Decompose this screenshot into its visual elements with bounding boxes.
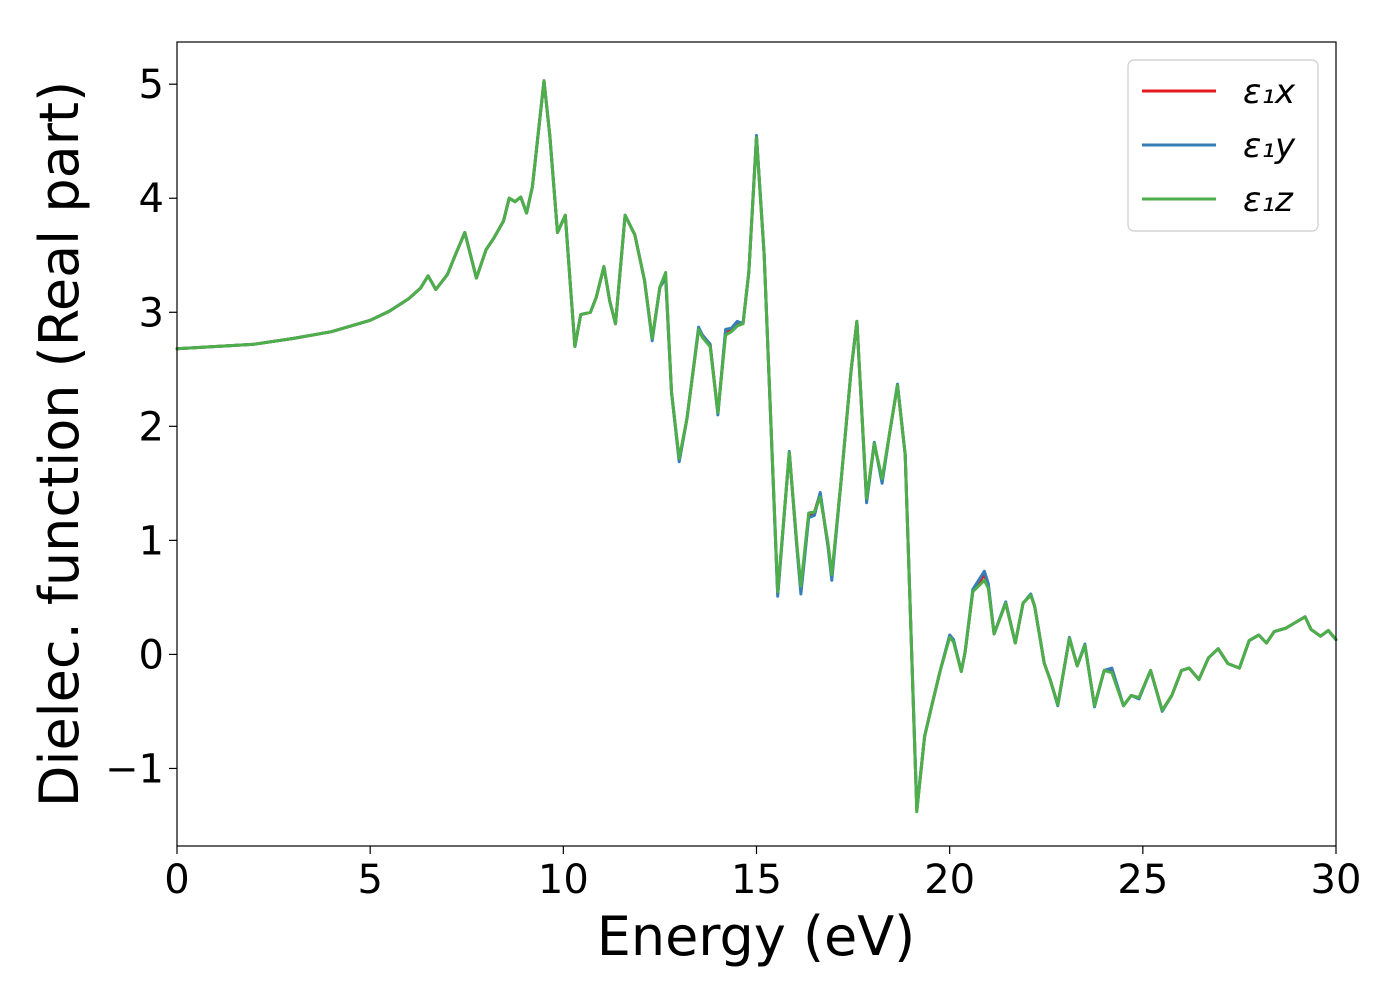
legend-label-3: ε₁z — [1243, 180, 1294, 220]
y-tick-label: 1 — [139, 518, 164, 564]
y-axis-label: Dielec. function (Real part) — [28, 81, 91, 807]
x-tick-label: 20 — [924, 857, 975, 903]
series-line-3 — [175, 79, 1338, 814]
y-tick-label: 3 — [139, 290, 164, 336]
x-tick-label: 10 — [538, 857, 589, 903]
legend-label-1: ε₁x — [1243, 72, 1296, 112]
x-tick-label: 0 — [164, 857, 189, 903]
x-tick-label: 5 — [357, 857, 382, 903]
y-axis-ticks: −1 0 1 2 3 4 5 — [105, 62, 177, 792]
x-axis-label: Energy (eV) — [597, 905, 916, 968]
x-tick-label: 25 — [1117, 857, 1168, 903]
x-tick-label: 15 — [731, 857, 782, 903]
legend-label-2: ε₁y — [1243, 126, 1296, 166]
legend: ε₁x ε₁y ε₁z — [1127, 59, 1319, 232]
y-tick-label: 5 — [139, 62, 164, 108]
y-tick-label: 2 — [139, 404, 164, 450]
y-tick-label: 4 — [139, 176, 164, 222]
y-tick-label: −1 — [105, 746, 164, 792]
x-tick-label: 30 — [1311, 857, 1362, 903]
legend-entries: ε₁x ε₁y ε₁z — [1142, 72, 1296, 220]
legend-frame — [1127, 59, 1319, 232]
y-tick-label: 0 — [139, 632, 164, 678]
series-layer — [175, 79, 1338, 814]
x-axis-ticks: 0 5 10 15 20 25 30 — [164, 846, 1361, 903]
